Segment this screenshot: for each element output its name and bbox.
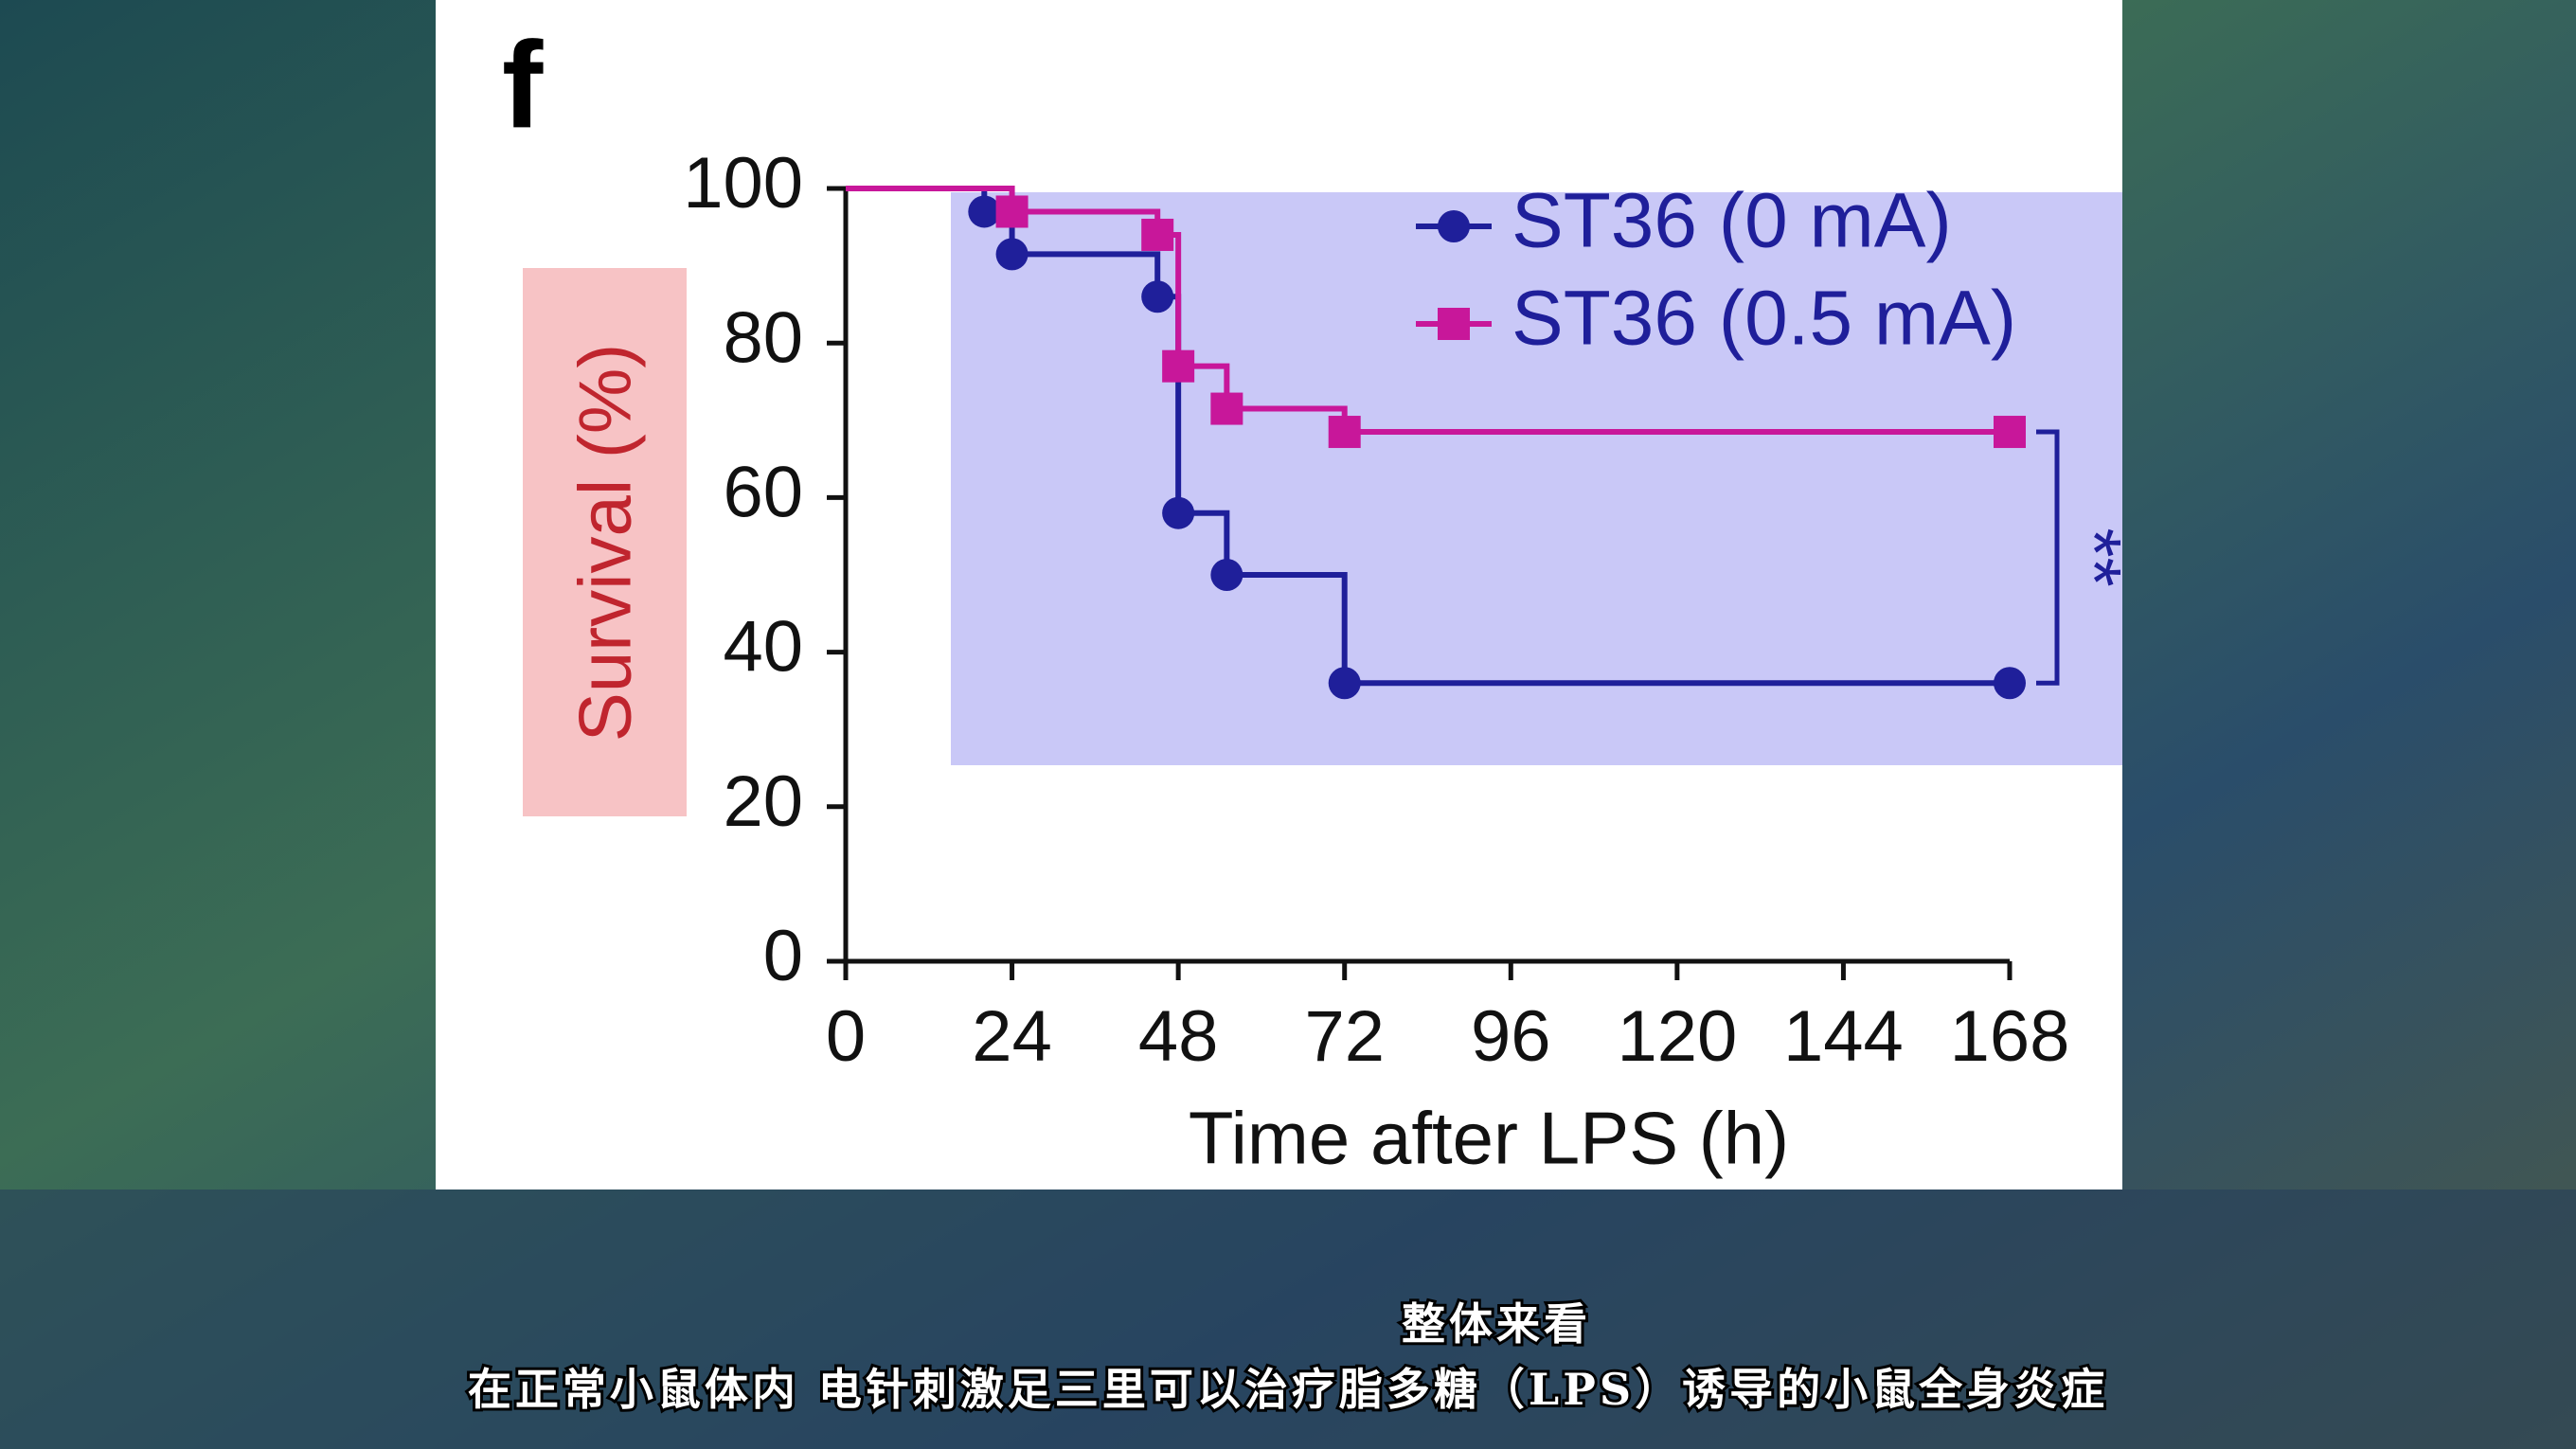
marker (1162, 496, 1195, 529)
marker (1994, 416, 2026, 449)
x-tick-label: 72 (1304, 996, 1385, 1077)
y-tick-label: 40 (723, 607, 803, 688)
marker (1162, 349, 1195, 383)
x-tick-label: 48 (1138, 996, 1219, 1077)
marker (1438, 308, 1470, 340)
y-tick-label: 20 (723, 761, 803, 842)
y-axis-label: Survival (%) (564, 344, 647, 742)
marker (1141, 218, 1174, 251)
marker (995, 238, 1029, 271)
marker (1210, 392, 1243, 425)
y-tick-label: 60 (723, 452, 803, 532)
x-tick-label: 168 (1950, 996, 2070, 1077)
caption-line: 在正常小鼠体内 电针刺激足三里可以治疗脂多糖（LPS）诱导的小鼠全身炎症 (468, 1364, 2108, 1415)
x-axis-label: Time after LPS (h) (1189, 1097, 1789, 1180)
marker (995, 195, 1029, 228)
x-tick-label: 96 (1471, 996, 1551, 1077)
marker (968, 195, 1001, 228)
marker (1328, 667, 1361, 700)
legend-label: ST36 (0 mA) (1512, 178, 1952, 264)
x-tick-label: 120 (1617, 996, 1737, 1077)
x-tick-label: 144 (1783, 996, 1904, 1077)
ylabel-highlight (523, 268, 687, 816)
marker (1328, 416, 1361, 449)
marker (1438, 210, 1470, 242)
marker (1141, 280, 1174, 313)
marker (1210, 559, 1243, 591)
panel-label: f (502, 15, 544, 153)
y-tick-label: 80 (723, 297, 803, 378)
x-tick-label: 0 (826, 996, 866, 1077)
x-tick-label: 24 (972, 996, 1052, 1077)
marker (1994, 667, 2026, 700)
background-lower (0, 1190, 2576, 1449)
legend-label: ST36 (0.5 mA) (1512, 276, 2016, 362)
y-tick-label: 0 (763, 916, 803, 996)
caption-line: 整体来看 (1402, 1298, 1591, 1350)
significance-bracket (2036, 429, 2060, 686)
significance-label: ** (2052, 528, 2137, 587)
y-tick-label: 100 (683, 143, 803, 224)
